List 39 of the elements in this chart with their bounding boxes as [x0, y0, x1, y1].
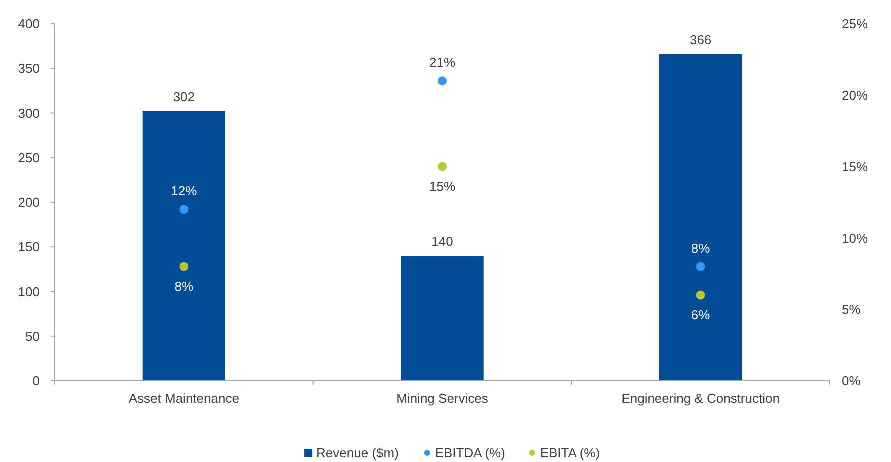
- data-label: 366: [690, 32, 712, 48]
- y-tick-label: 200: [18, 195, 40, 210]
- bar: [401, 256, 484, 381]
- data-label: 140: [432, 234, 454, 250]
- y2-tick-label: 0%: [842, 374, 862, 389]
- point: [180, 262, 189, 272]
- y-tick-label: 350: [18, 61, 40, 76]
- x-tick-label: Engineering & Construction: [622, 391, 780, 406]
- y2-tick-label: 10%: [842, 230, 868, 246]
- data-label: 21%: [429, 55, 456, 70]
- y-tick-label: 100: [18, 284, 40, 300]
- y-tick-label: 0: [32, 374, 40, 389]
- data-label: 8%: [174, 278, 194, 294]
- data-label: 6%: [691, 307, 711, 322]
- data-label: 12%: [171, 184, 198, 199]
- x-tick-label: Mining Services: [396, 391, 489, 406]
- legend-label: Revenue ($m): [316, 446, 399, 461]
- y-tick-label: 150: [18, 240, 40, 255]
- y2-tick-label: 5%: [842, 302, 862, 318]
- y2-tick-label: 15%: [842, 159, 868, 174]
- y-tick-label: 400: [18, 16, 40, 32]
- point: [696, 290, 706, 300]
- data-label: 15%: [429, 178, 456, 194]
- legend-label: EBITDA (%): [435, 446, 506, 461]
- legend-label: EBITA (%): [540, 446, 600, 461]
- bar: [142, 111, 226, 381]
- point: [438, 162, 447, 172]
- point: [696, 262, 706, 272]
- y-tick-label: 300: [18, 106, 40, 121]
- y2-tick-label: 20%: [842, 88, 868, 103]
- point: [180, 205, 189, 214]
- y-tick-label: 250: [18, 150, 40, 166]
- y-tick-label: 50: [26, 328, 40, 344]
- bar: [660, 54, 742, 381]
- y2-tick-label: 25%: [842, 16, 868, 32]
- data-label: 302: [173, 89, 196, 104]
- data-label: 8%: [691, 240, 711, 256]
- point: [438, 76, 447, 86]
- x-tick-label: Asset Maintenance: [128, 391, 240, 406]
